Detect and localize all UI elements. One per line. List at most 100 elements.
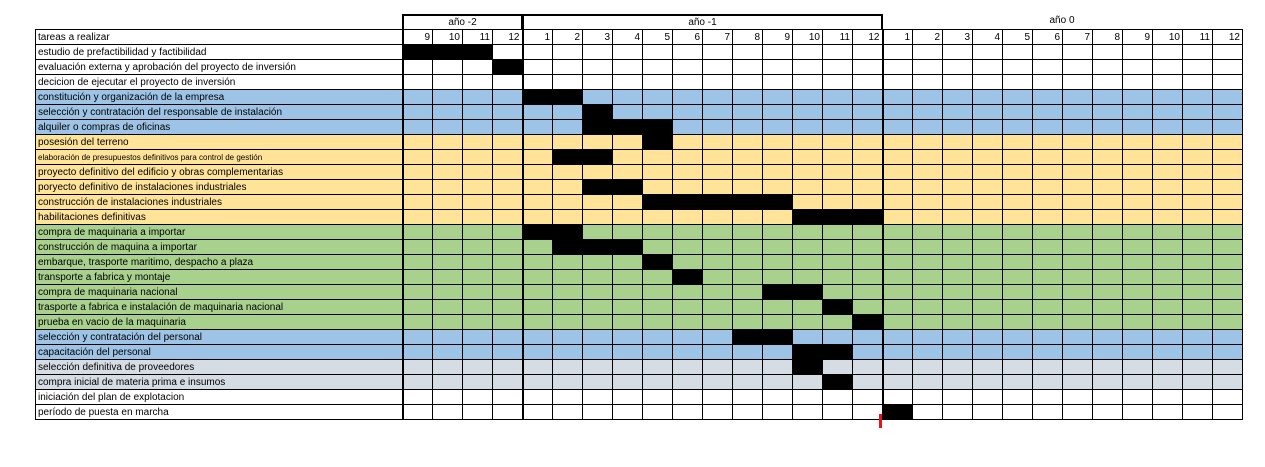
month-cell xyxy=(612,389,643,405)
task-name: selección definitiva de proveedores xyxy=(35,359,403,375)
month-cell xyxy=(462,389,493,405)
gantt-bar-cell xyxy=(552,149,583,165)
month-cell xyxy=(762,74,793,90)
month-cell xyxy=(942,89,973,105)
gantt-bar-cell xyxy=(642,134,673,150)
month-cell xyxy=(822,179,853,195)
month-cell xyxy=(672,119,703,135)
month-cell xyxy=(672,329,703,345)
month-cell xyxy=(672,164,703,180)
month-cell xyxy=(942,374,973,390)
month-cell xyxy=(1152,389,1183,405)
month-cell xyxy=(401,254,433,270)
month-cell xyxy=(401,269,433,285)
month-cell xyxy=(401,134,433,150)
month-cell xyxy=(552,359,583,375)
month-cell xyxy=(912,239,943,255)
month-cell xyxy=(1062,224,1093,240)
month-cell xyxy=(762,134,793,150)
month-cell xyxy=(852,164,884,180)
month-cell xyxy=(521,299,553,315)
month-cell xyxy=(762,239,793,255)
month-cell xyxy=(492,404,523,420)
month-cell xyxy=(1032,254,1063,270)
month-cell xyxy=(972,224,1003,240)
month-cell xyxy=(1152,239,1183,255)
gantt-bar-cell xyxy=(762,329,793,345)
task-name: proyecto definitivo del edificio y obras… xyxy=(35,164,403,180)
month-cell xyxy=(912,59,943,75)
month-cell xyxy=(1122,359,1153,375)
month-cell xyxy=(1092,44,1123,60)
month-cell xyxy=(1002,389,1033,405)
month-cell xyxy=(1032,179,1063,195)
month-cell xyxy=(881,284,913,300)
month-cell xyxy=(732,119,763,135)
month-cell xyxy=(582,59,613,75)
month-cell xyxy=(912,194,943,210)
month-cell xyxy=(942,329,973,345)
month-cell xyxy=(762,89,793,105)
month-cell xyxy=(912,119,943,135)
month-cell xyxy=(492,89,523,105)
month-label: 12 xyxy=(492,29,523,45)
month-cell xyxy=(642,299,673,315)
month-cell xyxy=(912,314,943,330)
month-cell xyxy=(552,209,583,225)
task-name: evaluación externa y aprobación del proy… xyxy=(35,59,403,75)
month-cell xyxy=(912,299,943,315)
month-cell xyxy=(852,89,884,105)
month-cell xyxy=(732,344,763,360)
month-cell xyxy=(852,224,884,240)
month-label: 9 xyxy=(762,29,793,45)
task-name: período de puesta en marcha xyxy=(35,404,403,420)
month-cell xyxy=(972,89,1003,105)
month-cell xyxy=(1002,89,1033,105)
month-cell xyxy=(1092,374,1123,390)
task-row: selección y contratación del personal xyxy=(35,329,1243,345)
year-header: año -1 xyxy=(522,14,883,29)
month-cell xyxy=(1212,164,1243,180)
month-cell xyxy=(1062,164,1093,180)
month-cell xyxy=(1032,119,1063,135)
month-label: 4 xyxy=(972,29,1003,45)
month-cell xyxy=(582,329,613,345)
month-cell xyxy=(462,299,493,315)
month-cell xyxy=(672,284,703,300)
month-cell xyxy=(912,224,943,240)
month-cell xyxy=(552,269,583,285)
month-cell xyxy=(881,119,913,135)
month-cell xyxy=(521,74,553,90)
month-cell xyxy=(881,389,913,405)
month-cell xyxy=(521,344,553,360)
month-cell xyxy=(552,374,583,390)
month-label: 6 xyxy=(1032,29,1063,45)
month-cell xyxy=(672,179,703,195)
month-cell xyxy=(852,104,884,120)
month-cell xyxy=(1122,179,1153,195)
month-cell xyxy=(1092,239,1123,255)
month-cell xyxy=(1152,104,1183,120)
month-cell xyxy=(612,269,643,285)
month-cell xyxy=(1122,134,1153,150)
month-cell xyxy=(432,359,463,375)
month-cell xyxy=(432,314,463,330)
month-cell xyxy=(972,359,1003,375)
month-cell xyxy=(942,179,973,195)
month-cell xyxy=(1152,359,1183,375)
month-cell xyxy=(972,269,1003,285)
task-name: compra inicial de materia prima e insumo… xyxy=(35,374,403,390)
month-cell xyxy=(762,344,793,360)
month-cell xyxy=(432,179,463,195)
month-cell xyxy=(1212,89,1243,105)
month-cell xyxy=(642,359,673,375)
month-cell xyxy=(1122,164,1153,180)
month-cell xyxy=(1092,269,1123,285)
month-cell xyxy=(912,209,943,225)
gantt-bar-cell xyxy=(762,284,793,300)
month-cell xyxy=(912,164,943,180)
month-cell xyxy=(552,404,583,420)
month-cell xyxy=(1062,299,1093,315)
gantt-bar-cell xyxy=(702,194,733,210)
month-cell xyxy=(1062,314,1093,330)
